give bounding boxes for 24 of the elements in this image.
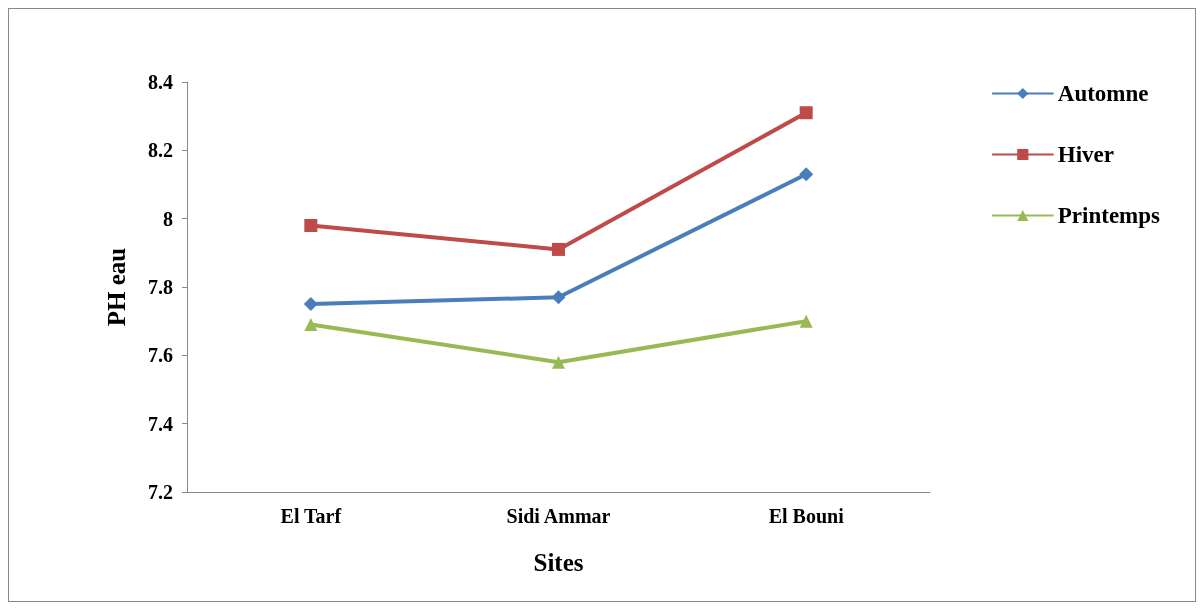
y-tick-label: 8.2 [148, 139, 173, 162]
legend-label: Hiver [1057, 142, 1114, 167]
y-tick-label: 7.4 [148, 412, 173, 435]
point [799, 106, 813, 120]
x-tick-label: El Bouni [768, 505, 845, 527]
legend-label: Automne [1057, 81, 1149, 106]
y-tick-label: 7.2 [148, 481, 173, 503]
point [551, 290, 566, 305]
x-tick-label: Sidi Ammar [506, 505, 611, 527]
point [304, 219, 318, 232]
point [552, 355, 565, 369]
point [303, 297, 318, 312]
y-axis-title: PH eau [103, 247, 130, 327]
y-tick-label: 7.8 [148, 276, 173, 298]
y-tick-label: 8.4 [148, 71, 173, 93]
point [799, 314, 813, 328]
x-tick-label: El Tarf [280, 505, 342, 527]
point [304, 318, 318, 332]
y-tick-label: 8 [163, 207, 173, 230]
y-tick-label: 7.6 [148, 344, 173, 367]
legend-label: Printemps [1057, 203, 1161, 228]
x-axis-title: Sites [533, 549, 584, 576]
point [552, 242, 565, 256]
point [799, 167, 814, 182]
